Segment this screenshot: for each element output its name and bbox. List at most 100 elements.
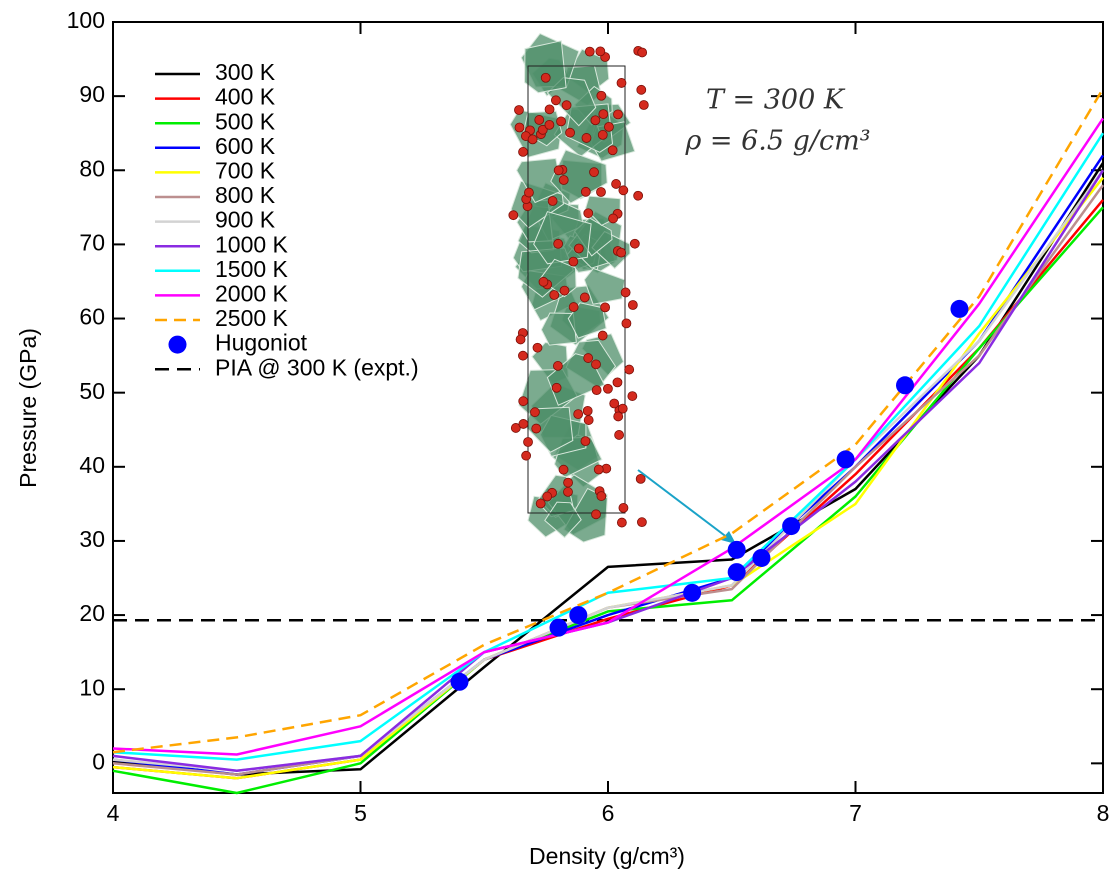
atom: [542, 491, 553, 502]
atom: [583, 415, 594, 425]
atom: [514, 122, 525, 133]
hugoniot-point: [896, 376, 914, 395]
legend-label: 2500 K: [215, 305, 289, 331]
atom: [612, 377, 623, 388]
atom: [627, 300, 638, 310]
legend-label: 500 K: [215, 108, 276, 134]
atom: [515, 334, 526, 345]
atom: [589, 167, 599, 178]
atom: [583, 208, 594, 219]
atom: [591, 359, 601, 370]
atom: [614, 430, 625, 440]
annotation: ρ = 6.5 g/cm³: [684, 126, 870, 157]
atom: [547, 196, 558, 206]
atom: [637, 517, 647, 528]
atom: [590, 115, 601, 126]
legend-label: 2000 K: [215, 280, 289, 306]
atom: [597, 129, 608, 140]
atom: [616, 78, 627, 88]
legend-label: 1500 K: [215, 256, 289, 282]
atom: [556, 116, 566, 127]
atom: [618, 502, 629, 513]
atom: [518, 350, 528, 361]
hugoniot-point: [727, 563, 746, 582]
hugoniot-point: [950, 299, 969, 318]
hugoniot-point: [727, 540, 746, 559]
atom: [608, 213, 618, 224]
legend-label: 700 K: [215, 157, 276, 183]
atom: [624, 364, 635, 375]
x-tick-label: 4: [107, 800, 120, 826]
polyhedron: [524, 40, 567, 94]
legend-label: 1000 K: [215, 231, 289, 257]
atom: [540, 72, 551, 83]
hugoniot-point: [752, 548, 771, 567]
atom: [534, 115, 545, 125]
atom: [568, 302, 579, 312]
atom: [551, 382, 562, 393]
atom: [521, 450, 532, 461]
atom: [544, 119, 555, 130]
atom: [598, 109, 609, 120]
y-axis-label: Pressure (GPa): [15, 328, 41, 488]
atom: [597, 330, 608, 341]
atom: [616, 517, 627, 528]
atom: [563, 487, 573, 497]
atom: [518, 396, 529, 407]
hugoniot-point: [683, 583, 702, 602]
x-tick-label: 7: [849, 800, 862, 826]
atom: [596, 491, 607, 501]
atom: [544, 104, 555, 115]
atom: [537, 124, 548, 135]
atom: [580, 436, 591, 447]
atom: [635, 473, 646, 484]
atom: [582, 405, 593, 416]
atom: [510, 423, 521, 433]
hugoniot-point: [836, 450, 855, 469]
atom: [593, 464, 604, 475]
atom: [636, 84, 647, 95]
series-line: [112, 117, 1105, 756]
atom: [581, 133, 592, 143]
atom: [527, 134, 538, 145]
atom: [524, 187, 534, 198]
atom: [637, 47, 648, 58]
atom: [573, 409, 584, 420]
polyhedron: [563, 487, 608, 543]
legend-label: 300 K: [215, 59, 276, 85]
y-tick-label: 90: [79, 81, 105, 107]
atom: [596, 187, 606, 197]
atom: [553, 238, 564, 249]
y-tick-label: 0: [92, 748, 105, 774]
atom: [514, 105, 524, 115]
x-axis-label: Density (g/cm³): [529, 843, 685, 869]
atom: [568, 256, 579, 267]
series-line: [112, 206, 1104, 795]
atom: [591, 385, 602, 396]
atom: [591, 509, 601, 520]
atom: [535, 498, 546, 509]
atom: [531, 423, 542, 434]
atom: [508, 210, 519, 221]
atom: [573, 243, 584, 254]
atom: [532, 342, 543, 353]
atom: [617, 403, 628, 414]
y-tick-label: 70: [79, 229, 105, 255]
polyhedron: [544, 501, 582, 539]
atom: [549, 290, 560, 300]
atom: [518, 147, 528, 157]
atom: [603, 383, 613, 394]
atom: [584, 46, 595, 57]
atom: [523, 437, 533, 447]
atom: [552, 361, 563, 371]
legend-label: 600 K: [215, 133, 276, 159]
legend-label: 900 K: [215, 207, 276, 233]
atom: [565, 127, 575, 138]
atom: [621, 318, 632, 329]
y-tick-label: 80: [79, 155, 105, 181]
atom: [604, 121, 614, 132]
legend-label: PIA @ 300 K (expt.): [215, 354, 419, 380]
hugoniot-point: [782, 517, 801, 536]
y-tick-label: 40: [79, 452, 105, 478]
